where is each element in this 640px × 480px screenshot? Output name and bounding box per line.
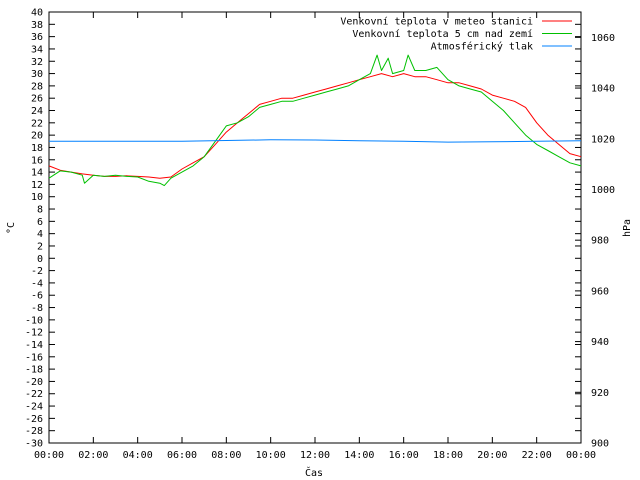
legend-label: Venkovní teplota v meteo stanici [340, 16, 533, 28]
x-tick-label: 04:00 [123, 450, 153, 461]
y-tick-label: -24 [25, 402, 43, 413]
x-tick-label: 22:00 [522, 450, 552, 461]
y-tick-label: 0 [37, 254, 43, 265]
y2-tick-label: 1000 [591, 185, 615, 196]
y-tick-label: 16 [31, 155, 43, 166]
y-tick-label: -18 [25, 365, 43, 376]
plot-border [48, 11, 582, 444]
x-axis-label: Čas [305, 466, 323, 479]
y2-axis-label: hPa [622, 219, 633, 237]
y-tick-label: 12 [31, 180, 43, 191]
y-tick-label: -4 [31, 278, 43, 289]
y-tick-label: 20 [31, 131, 43, 142]
x-tick-label: 12:00 [300, 450, 330, 461]
y2-axis-ticks: 1060 1040 1020 1000 980 960 940 920 900 [575, 33, 615, 450]
x-tick-label: 18:00 [433, 450, 463, 461]
y2-tick-label: 940 [591, 337, 609, 348]
y-tick-label: -12 [25, 328, 43, 339]
x-tick-label: 08:00 [211, 450, 241, 461]
y2-tick-label: 960 [591, 286, 609, 297]
y-tick-label: -22 [25, 389, 43, 400]
y2-tick-label: 920 [591, 388, 609, 399]
y-tick-label: 26 [31, 94, 43, 105]
x-tick-label: 02:00 [78, 450, 108, 461]
y-tick-label: 2 [37, 241, 43, 252]
y-tick-label: 30 [31, 69, 43, 80]
y2-tick-label: 1020 [591, 134, 615, 145]
axes-frame [48, 11, 582, 444]
y-tick-label: -14 [25, 340, 43, 351]
y-tick-label: -28 [25, 426, 43, 437]
y-tick-label: 18 [31, 143, 43, 154]
y-tick-label: 38 [31, 20, 43, 31]
x-tick-label: 00:00 [34, 450, 64, 461]
x-tick-label: 10:00 [256, 450, 286, 461]
y-tick-label: 40 [31, 8, 43, 19]
series-line-2 [49, 139, 582, 143]
y-tick-label: -20 [25, 377, 43, 388]
y-tick-label: -10 [25, 315, 43, 326]
y-tick-label: -2 [31, 266, 43, 277]
y2-tick-label: 1060 [591, 33, 615, 44]
x-axis-ticks: 00:00 02:00 04:00 06:00 08:00 10:00 12:00 14:00… [34, 12, 596, 461]
series-line-0 [48, 73, 582, 179]
y-tick-label: 24 [31, 106, 43, 117]
series-group [48, 54, 582, 187]
y-tick-label: -26 [25, 414, 43, 425]
y-tick-label: 8 [37, 205, 43, 216]
y-tick-label: -8 [31, 303, 43, 314]
y-tick-label: 32 [31, 57, 43, 68]
x-tick-label: 20:00 [477, 450, 507, 461]
y2-tick-label: 980 [591, 236, 609, 247]
x-tick-label: 00:00 [566, 450, 596, 461]
y-tick-label: 6 [37, 217, 43, 228]
y2-tick-label: 900 [591, 439, 609, 450]
y2-tick-label: 1040 [591, 84, 615, 95]
legend-label: Venkovní teplota 5 cm nad zemí [352, 28, 533, 40]
y-tick-label: 14 [31, 168, 43, 179]
y-tick-label: -30 [25, 439, 43, 450]
y-tick-label: 22 [31, 118, 43, 129]
y-tick-label: 28 [31, 81, 43, 92]
y-tick-label: 10 [31, 192, 43, 203]
legend-label: Atmosférický tlak [431, 41, 533, 53]
y-tick-label: -6 [31, 291, 43, 302]
x-tick-label: 14:00 [344, 450, 374, 461]
legend: Venkovní teplota v meteo staniciVenkovní… [340, 16, 572, 53]
y-tick-label: 34 [31, 44, 43, 55]
x-tick-label: 06:00 [167, 450, 197, 461]
y-tick-label: 36 [31, 32, 43, 43]
series-line-1 [48, 54, 582, 187]
y-tick-label: -16 [25, 352, 43, 363]
x-tick-label: 16:00 [389, 450, 419, 461]
y-axis-ticks: 4038363432302826242220181614121086420-2-… [25, 8, 581, 450]
y-axis-label: °C [6, 222, 17, 234]
y-tick-label: 4 [37, 229, 43, 240]
